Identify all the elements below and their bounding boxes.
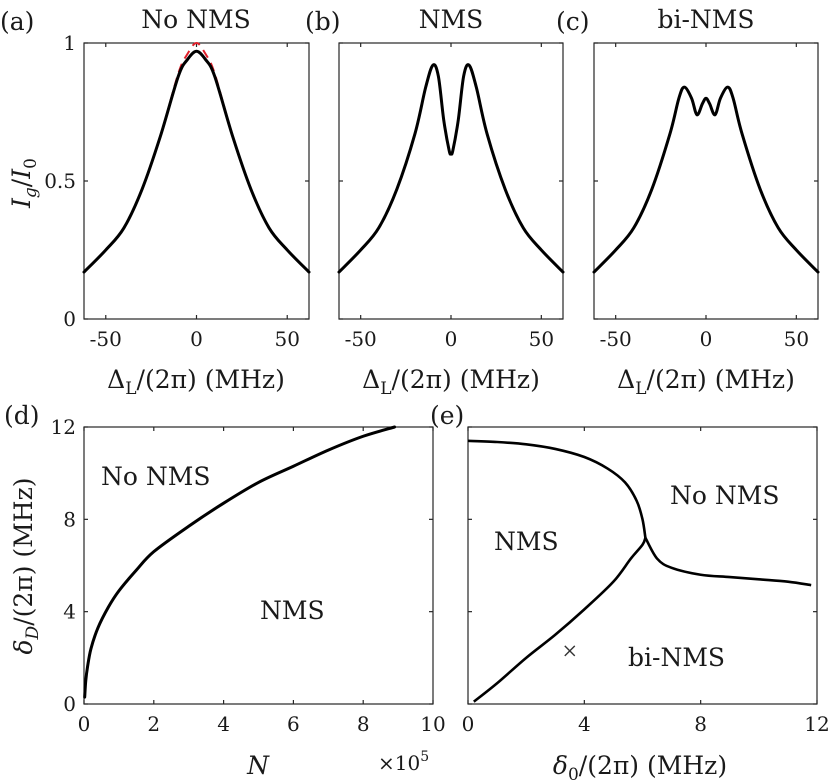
x-tick-label: 4 [578,712,591,736]
y-tick-label: 12 [51,415,76,439]
plot-frame-c [593,42,819,320]
numerical-curve-a [82,49,311,274]
panel-title-a: No NMS [141,5,250,34]
x-axis-label-c: ΔL/(2π) (MHz) [617,365,795,399]
intensity-curve-b [337,63,565,274]
ticks-e: 0 4 8 12 [462,426,830,736]
y-axis-label-a: Ig/I0 [7,158,41,209]
y-tick-label: 0.5 [44,169,76,193]
plot-frame-e [467,426,818,705]
region-label-nms-e: NMS [494,527,559,556]
x-tick-label: 0 [445,327,458,351]
x-tick-label: 50 [274,327,299,351]
x-tick-label: 6 [287,712,300,736]
y-axis-label-d: δD/(2π) (MHz) [9,478,43,655]
y-tick-label: 1 [63,31,76,55]
panel-title-c: bi-NMS [657,5,754,34]
panel-c: (c) bi-NMS -50 0 50 ΔL/(2π) (MHz) [556,5,820,399]
x-tick-label: 12 [804,712,829,736]
region-label-no-nms-e: No NMS [670,481,779,510]
region-label-no-nms-d: No NMS [101,462,210,491]
analytic-curve-a [83,41,310,273]
x-axis-label-e: δ0/(2π) (MHz) [553,751,727,784]
x-tick-label: 2 [147,712,160,736]
panel-a: (a) No NMS -50 0 50 0 0.5 1 ΔL/(2π) (MHz) Ig/… [0,5,311,399]
ticks-a: -50 0 50 0 0.5 1 [44,31,309,351]
x-tick-label: -50 [345,327,377,351]
y-tick-label: 8 [63,507,76,531]
cross-marker-stroke [564,645,576,657]
plot-frame-b [338,42,564,320]
panel-letter-e: (e) [430,401,464,430]
x-tick-label: 8 [357,712,370,736]
x-tick-label: -50 [600,327,632,351]
x-axis-label-d: N [246,751,270,780]
plot-frame-d [83,426,434,705]
ticks-c: -50 0 50 [594,42,818,351]
boundary-curve-d [83,425,397,699]
ticks-d: 0 2 4 6 8 10 0 4 8 12 [51,415,446,736]
y-tick-label: 4 [63,600,76,624]
ticks-b: -50 0 50 [339,42,563,351]
x-tick-label: 0 [462,712,475,736]
panel-letter-b: (b) [305,7,341,36]
panel-letter-c: (c) [556,7,590,36]
x-tick-label: 0 [190,327,203,351]
x-tick-label: -50 [90,327,122,351]
x-tick-label: 0 [78,712,91,736]
y-tick-label: 0 [63,692,76,716]
x-axis-label-a: ΔL/(2π) (MHz) [107,365,285,399]
lower-boundary-curve-e [473,537,647,703]
right-boundary-curve-e [644,537,812,587]
panel-title-b: NMS [419,5,484,34]
region-label-nms-d: NMS [260,596,325,625]
panel-b: (b) NMS -50 0 50 ΔL/(2π) (MHz) [305,5,565,399]
x-tick-label: 10 [420,712,445,736]
panel-d: (d) 0 2 4 6 8 10 0 4 8 12 No NMS NMS N ×105 δD/(2… [4,401,446,780]
x-tick-label: 4 [217,712,230,736]
x-tick-label: 8 [694,712,707,736]
panel-letter-a: (a) [0,7,34,36]
panel-letter-d: (d) [4,401,40,430]
x-tick-label: 50 [784,327,809,351]
region-label-bi-nms-e: bi-NMS [628,643,725,672]
panel-e: (e) 0 4 8 12 No NMS NMS bi-NMS δ0/(2π) (MHz… [430,401,830,784]
x-tick-label: 50 [529,327,554,351]
y-tick-label: 0 [63,307,76,331]
x-tick-label: 0 [700,327,713,351]
x-multiplier-d: ×105 [378,749,429,775]
cross-marker-e [564,645,576,657]
upper-boundary-curve-e [467,439,647,539]
intensity-curve-c [592,85,820,274]
x-axis-label-b: ΔL/(2π) (MHz) [362,365,540,399]
plot-frame-a [83,42,310,320]
